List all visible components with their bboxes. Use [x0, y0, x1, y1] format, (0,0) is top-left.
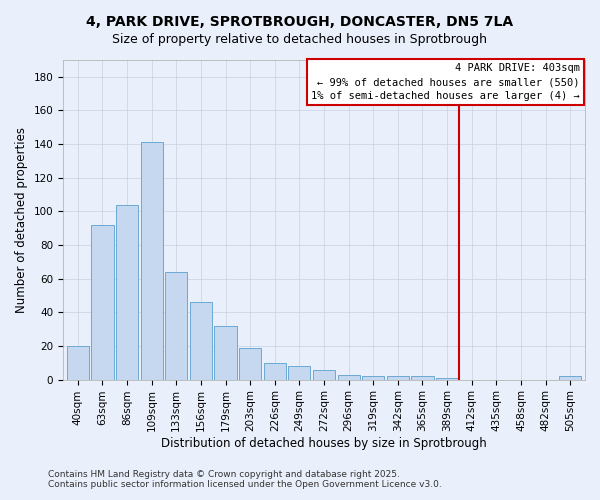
Bar [387, 376, 409, 380]
Bar [239, 348, 261, 380]
Text: Size of property relative to detached houses in Sprotbrough: Size of property relative to detached ho… [113, 32, 487, 46]
Bar [116, 204, 138, 380]
Bar [140, 142, 163, 380]
X-axis label: Distribution of detached houses by size in Sprotbrough: Distribution of detached houses by size … [161, 437, 487, 450]
Bar [91, 225, 113, 380]
Bar [214, 326, 236, 380]
Bar [289, 366, 310, 380]
Bar [165, 272, 187, 380]
Y-axis label: Number of detached properties: Number of detached properties [15, 127, 28, 313]
Text: 4 PARK DRIVE: 403sqm
← 99% of detached houses are smaller (550)
1% of semi-detac: 4 PARK DRIVE: 403sqm ← 99% of detached h… [311, 63, 580, 101]
Bar [559, 376, 581, 380]
Bar [362, 376, 385, 380]
Text: Contains HM Land Registry data © Crown copyright and database right 2025.
Contai: Contains HM Land Registry data © Crown c… [48, 470, 442, 489]
Bar [436, 378, 458, 380]
Bar [190, 302, 212, 380]
Bar [313, 370, 335, 380]
Bar [338, 374, 360, 380]
Text: 4, PARK DRIVE, SPROTBROUGH, DONCASTER, DN5 7LA: 4, PARK DRIVE, SPROTBROUGH, DONCASTER, D… [86, 15, 514, 29]
Bar [67, 346, 89, 380]
Bar [263, 363, 286, 380]
Bar [412, 376, 434, 380]
